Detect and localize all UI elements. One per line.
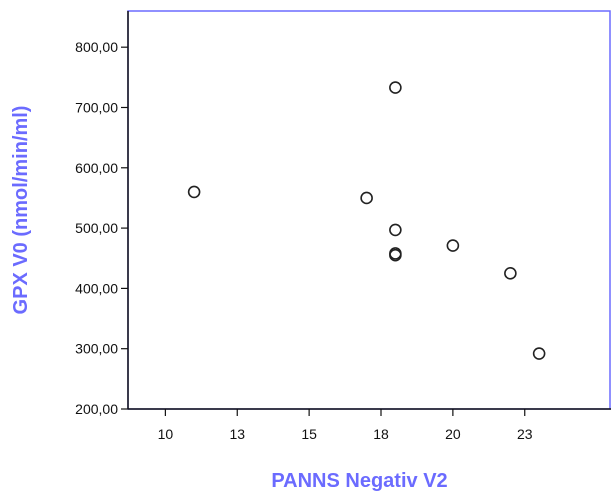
x-tick-label: 13 [229, 426, 245, 442]
plot-area-frame [127, 10, 611, 410]
x-tick-label: 15 [301, 426, 317, 442]
scatter-point [389, 81, 402, 94]
x-axis-title: PANNS Negativ V2 [271, 470, 447, 492]
y-tick-label: 700,00 [75, 99, 118, 115]
y-tick-label: 300,00 [75, 341, 118, 357]
scatter-point [532, 347, 546, 360]
y-tick-label: 800,00 [75, 39, 118, 55]
y-tick-label: 200,00 [75, 401, 118, 417]
x-tick-label: 23 [517, 426, 533, 442]
scatter-point [504, 267, 517, 280]
scatter-point [187, 185, 201, 199]
x-tick-label: 10 [158, 426, 174, 442]
x-axis-ticks: 10 13 15 18 20 23 [158, 409, 533, 442]
scatter-point [360, 191, 373, 205]
y-tick-label: 500,00 [75, 220, 118, 236]
scatter-point [446, 239, 460, 252]
y-tick-label: 400,00 [75, 280, 118, 296]
y-tick-label: 600,00 [75, 160, 118, 176]
scatter-point [389, 248, 402, 262]
scatter-point [389, 223, 402, 237]
data-points [187, 81, 546, 360]
x-tick-label: 18 [373, 426, 389, 442]
y-axis-ticks: 200,00 300,00 400,00 500,00 600,00 700,00 800,… [75, 39, 128, 417]
x-tick-label: 20 [445, 426, 461, 442]
y-axis-title: GPX V0 (nmol/min/ml) [10, 106, 32, 315]
